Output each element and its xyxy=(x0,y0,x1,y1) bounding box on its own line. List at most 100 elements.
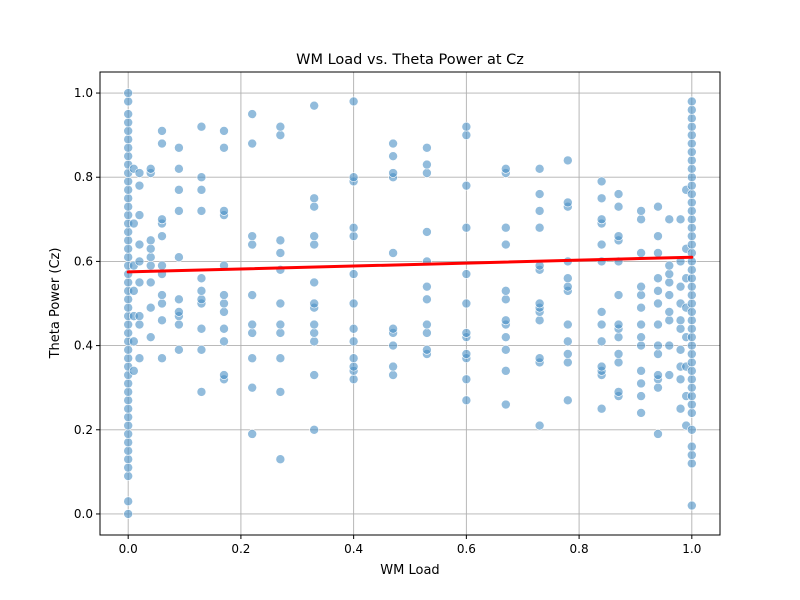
data-point xyxy=(687,239,697,250)
data-point xyxy=(653,382,663,393)
data-point xyxy=(275,328,286,338)
data-point xyxy=(687,323,697,334)
data-point xyxy=(687,441,697,452)
data-point xyxy=(501,344,511,355)
y-tick-label: 0.6 xyxy=(74,254,93,268)
data-point xyxy=(687,130,697,140)
data-point xyxy=(461,180,472,191)
data-point xyxy=(653,349,663,359)
data-point xyxy=(653,340,663,351)
data-point xyxy=(653,286,663,296)
data-point xyxy=(157,290,167,300)
x-tick-label: 0.8 xyxy=(570,542,589,556)
data-point xyxy=(687,315,697,326)
data-point xyxy=(388,361,398,372)
data-point xyxy=(196,121,207,132)
data-point xyxy=(134,256,145,267)
x-tick-label: 0.4 xyxy=(344,542,363,556)
data-point xyxy=(596,319,607,330)
data-point xyxy=(123,88,133,98)
data-point xyxy=(687,214,697,225)
data-point xyxy=(613,290,624,300)
data-point xyxy=(123,126,133,136)
data-point xyxy=(309,100,319,111)
data-point xyxy=(687,500,697,511)
data-point xyxy=(123,319,133,330)
data-point xyxy=(388,340,398,351)
data-point xyxy=(247,429,257,439)
regression-line xyxy=(126,255,694,274)
data-point xyxy=(422,344,432,355)
data-point xyxy=(129,286,139,296)
data-point xyxy=(174,164,184,174)
data-point xyxy=(613,357,624,368)
data-point xyxy=(687,382,697,393)
data-point xyxy=(563,319,573,330)
data-point xyxy=(123,185,133,195)
data-point xyxy=(687,265,697,275)
data-point xyxy=(636,378,646,389)
data-point xyxy=(461,130,472,140)
data-point xyxy=(247,239,257,250)
data-point xyxy=(388,323,398,334)
x-tick-label: 0.0 xyxy=(119,542,138,556)
data-point xyxy=(247,353,257,364)
data-point xyxy=(174,307,184,317)
data-point xyxy=(501,366,511,376)
data-point xyxy=(247,109,257,119)
data-point xyxy=(687,222,697,233)
data-point xyxy=(422,294,432,305)
data-point xyxy=(687,450,697,460)
data-point xyxy=(247,319,257,330)
data-point xyxy=(653,231,663,241)
data-point xyxy=(196,185,207,195)
y-tick-label: 0.0 xyxy=(74,507,93,521)
data-point xyxy=(309,424,319,435)
data-point xyxy=(687,340,697,351)
data-point xyxy=(309,193,319,204)
data-point xyxy=(687,298,697,309)
data-point xyxy=(664,214,675,225)
data-point xyxy=(123,395,133,406)
data-point xyxy=(123,446,133,456)
data-point xyxy=(157,315,167,326)
y-tick-label: 0.4 xyxy=(74,339,93,353)
data-point xyxy=(309,328,319,338)
data-point xyxy=(348,361,359,372)
data-point xyxy=(134,319,145,330)
plot-frame xyxy=(99,71,721,536)
data-point xyxy=(196,387,207,397)
data-point xyxy=(123,420,133,431)
data-point xyxy=(636,302,646,313)
data-point xyxy=(123,378,133,389)
data-point xyxy=(461,269,472,279)
data-point xyxy=(157,214,167,225)
data-point xyxy=(157,353,167,364)
data-point xyxy=(219,307,229,317)
data-point xyxy=(675,214,686,225)
data-point xyxy=(687,96,697,107)
data-point xyxy=(613,231,624,241)
data-point xyxy=(196,172,207,183)
data-point xyxy=(275,454,286,465)
data-point xyxy=(134,168,145,178)
data-point xyxy=(134,311,145,321)
data-point xyxy=(275,235,286,246)
data-point xyxy=(309,370,319,380)
data-point xyxy=(123,201,133,212)
data-point xyxy=(653,298,663,309)
data-point xyxy=(123,109,133,119)
data-point xyxy=(687,273,697,284)
data-point xyxy=(348,353,359,364)
data-point xyxy=(247,382,257,393)
data-point xyxy=(348,336,359,347)
data-point xyxy=(309,336,319,347)
data-point xyxy=(534,420,545,431)
data-point xyxy=(422,328,432,338)
data-point xyxy=(461,374,472,385)
data-point xyxy=(501,222,511,233)
data-point xyxy=(309,298,319,309)
data-point xyxy=(348,323,359,334)
x-tick-label: 1.0 xyxy=(682,542,701,556)
